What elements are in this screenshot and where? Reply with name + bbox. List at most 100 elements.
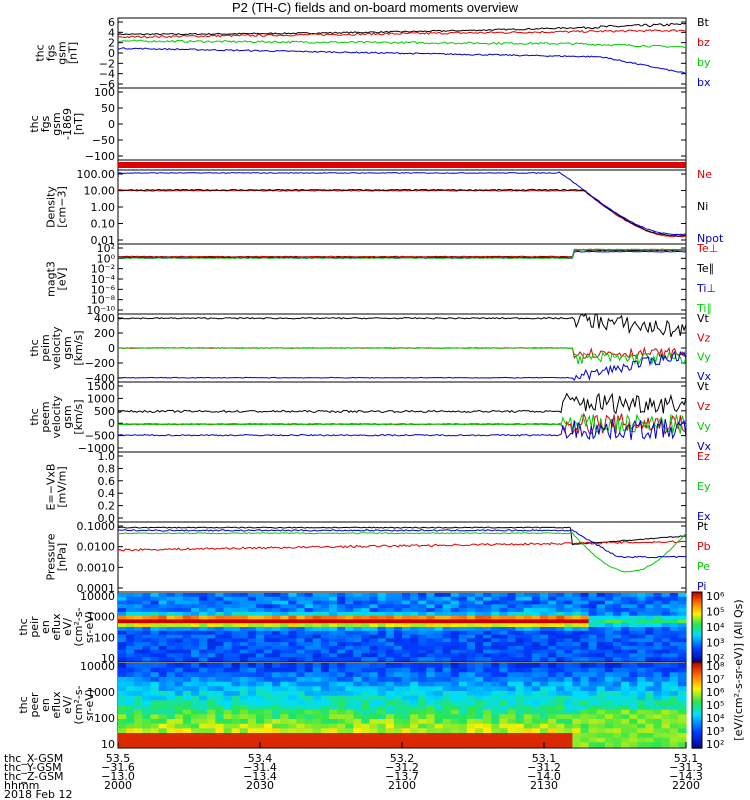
colorbar-tick-label: 10⁶ bbox=[706, 686, 725, 699]
spectrogram-cell bbox=[329, 742, 338, 748]
spectrogram-cell bbox=[361, 681, 371, 687]
spectrogram-cell bbox=[458, 686, 468, 692]
spectrogram-cell bbox=[499, 619, 509, 624]
spectrogram-cell bbox=[320, 663, 330, 669]
spectrogram-cell bbox=[499, 714, 509, 720]
spectrogram-cell bbox=[304, 638, 314, 643]
spectrogram-cell bbox=[418, 608, 427, 613]
spectrogram-cell bbox=[361, 677, 371, 683]
spectrogram-cell bbox=[604, 672, 614, 678]
spectrogram-cell bbox=[596, 653, 606, 658]
spectrogram-cell bbox=[548, 608, 557, 613]
series-vz bbox=[117, 346, 687, 360]
spectrogram-cell bbox=[661, 649, 671, 655]
spectrogram-cell bbox=[539, 719, 549, 725]
spectrogram-cell bbox=[653, 714, 663, 720]
spectrogram-cell bbox=[629, 691, 638, 697]
spectrogram-cell bbox=[264, 638, 273, 643]
spectrogram-cell bbox=[458, 695, 468, 701]
spectrogram-cell bbox=[329, 728, 338, 734]
spectrogram-cell bbox=[312, 705, 322, 711]
spectrogram-cell bbox=[304, 596, 314, 602]
spectrogram-cell bbox=[418, 691, 427, 697]
spectrogram-cell bbox=[393, 634, 403, 639]
spectrogram-cell bbox=[426, 642, 435, 647]
spectrogram-cell bbox=[531, 742, 541, 748]
spectrogram-cell bbox=[280, 653, 289, 658]
spectrogram-cell bbox=[637, 714, 646, 720]
spectrogram-cell bbox=[418, 653, 427, 658]
legend-entry: Vz bbox=[697, 331, 711, 344]
spectrogram-cell bbox=[629, 733, 638, 739]
spectrogram-cell bbox=[483, 638, 492, 643]
spectrogram-cell bbox=[199, 604, 208, 609]
spectrogram-cell bbox=[296, 638, 306, 643]
spectrogram-cell bbox=[499, 596, 509, 602]
y-axis-title-line: (cm²-s- bbox=[72, 685, 85, 724]
spectrogram-cell bbox=[531, 667, 541, 673]
spectrogram-cell bbox=[458, 677, 468, 683]
spectrogram-cell bbox=[402, 611, 411, 617]
spectrogram-cell bbox=[191, 627, 200, 632]
spectrogram-cell bbox=[402, 709, 411, 715]
spectrogram-cell bbox=[182, 723, 192, 729]
spectrogram-cell bbox=[677, 596, 687, 602]
spectrogram-cell bbox=[345, 686, 354, 692]
spectrogram-cell bbox=[621, 611, 630, 617]
spectrogram-cell bbox=[126, 742, 135, 748]
spectrogram-cell bbox=[223, 677, 233, 683]
spectrogram-cell bbox=[596, 714, 606, 720]
spectrogram-cell bbox=[312, 608, 322, 613]
legend-entry: Vy bbox=[697, 420, 711, 433]
spectrogram-cell bbox=[393, 677, 403, 683]
spectrogram-cell bbox=[312, 672, 322, 678]
spectrogram-cell bbox=[329, 634, 338, 639]
spectrogram-cell bbox=[191, 714, 200, 720]
spectrogram-cell bbox=[182, 728, 192, 734]
spectrogram-cell bbox=[393, 705, 403, 711]
spectrogram-cell bbox=[604, 667, 614, 673]
spectrogram-cell bbox=[588, 596, 598, 602]
spectrogram-cell bbox=[288, 700, 298, 706]
spectrogram-cell bbox=[272, 634, 281, 639]
spectrogram-cell bbox=[458, 630, 468, 636]
spectrogram-cell bbox=[661, 623, 671, 628]
spectrogram-cell bbox=[523, 615, 533, 621]
spectrogram-cell bbox=[604, 733, 614, 739]
spectrogram-cell bbox=[134, 672, 143, 678]
spectrogram-cell bbox=[418, 600, 427, 605]
spectrogram-cell bbox=[548, 723, 557, 729]
y-tick-label: 10 bbox=[101, 652, 115, 665]
spectrogram-cell bbox=[507, 619, 517, 624]
spectrogram-cell bbox=[337, 627, 346, 632]
spectrogram-cell bbox=[572, 737, 582, 743]
spectrogram-cell bbox=[596, 700, 606, 706]
spectrogram-cell bbox=[653, 719, 663, 725]
spectrogram-cell bbox=[304, 649, 314, 655]
spectrogram-cell bbox=[304, 733, 314, 739]
spectrogram-cell bbox=[596, 645, 606, 651]
spectrogram-cell bbox=[337, 705, 346, 711]
y-tick-label: −200 bbox=[85, 357, 115, 370]
colorbar-segment bbox=[692, 618, 702, 621]
spectrogram-cell bbox=[458, 627, 468, 632]
spectrogram-cell bbox=[580, 677, 590, 683]
spectrogram-cell bbox=[361, 619, 371, 624]
colorbar-segment bbox=[692, 700, 702, 704]
spectrogram-cell bbox=[239, 691, 249, 697]
legend-entry: Vz bbox=[697, 400, 711, 413]
spectrogram-cell bbox=[142, 723, 151, 729]
spectrogram-cell bbox=[572, 700, 582, 706]
spectrogram-cell bbox=[418, 742, 427, 748]
colorbar-tick-label: 10³ bbox=[706, 725, 724, 738]
spectrogram-cell bbox=[499, 600, 509, 605]
colorbar-segment bbox=[692, 609, 702, 612]
spectrogram-cell bbox=[661, 714, 671, 720]
legend-entry: bz bbox=[697, 36, 710, 49]
spectrogram-cell bbox=[402, 596, 411, 602]
spectrogram-cell bbox=[580, 681, 590, 687]
spectrogram-cell bbox=[402, 627, 411, 632]
spectrogram-cell bbox=[247, 700, 257, 706]
spectrogram-cell bbox=[215, 667, 225, 673]
spectrogram-cell bbox=[475, 645, 484, 651]
